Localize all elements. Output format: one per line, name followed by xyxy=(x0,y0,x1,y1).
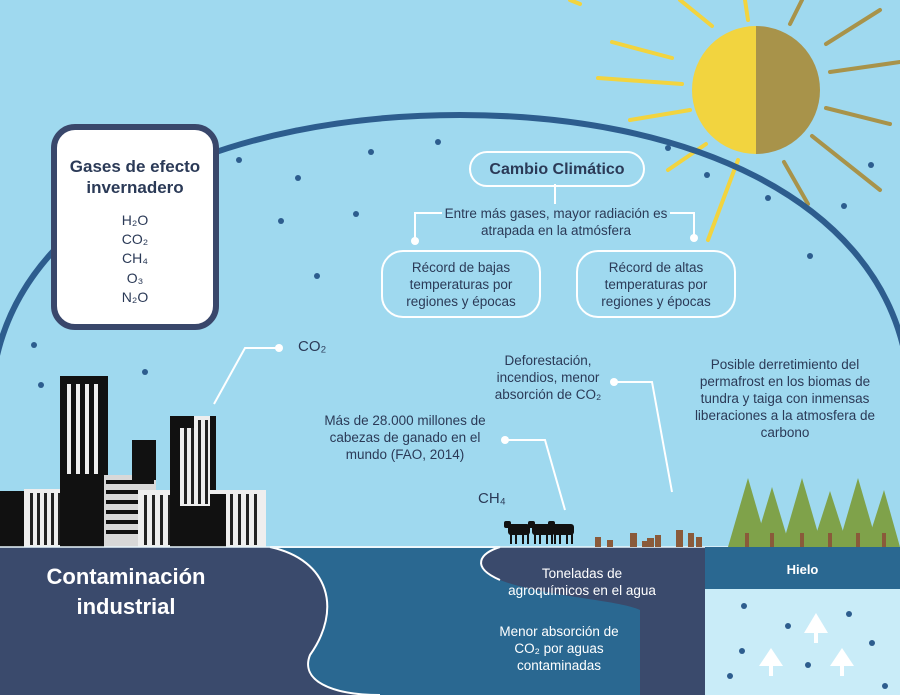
gases-title: Gases de efecto invernadero xyxy=(69,157,201,197)
tree-outline-icons xyxy=(759,613,854,676)
ice-header-band xyxy=(705,547,900,589)
high-temp-pill: Récord de altas temperaturas por regione… xyxy=(576,250,736,318)
polluted-water xyxy=(270,547,640,695)
tree-stumps xyxy=(595,530,702,547)
co2-label: CO₂ xyxy=(298,338,327,355)
gas-item: H₂O xyxy=(121,212,149,228)
gas-item: O₃ xyxy=(126,270,144,286)
low-temp-pill: Récord de bajas temperaturas por regione… xyxy=(381,250,541,318)
gas-item: N₂O xyxy=(121,289,149,305)
sun-icon xyxy=(568,0,900,242)
gas-item: CO₂ xyxy=(121,231,149,247)
absorption-label: Menor absorción de CO₂ por aguas contami… xyxy=(499,624,619,673)
forest-trees xyxy=(728,478,900,547)
permafrost-label: Posible derretimiento del permafrost en … xyxy=(694,357,876,440)
cambio-title-pill: Cambio Climático xyxy=(469,151,645,187)
ice-area xyxy=(705,589,900,695)
low-temp-text: Récord de bajas temperaturas por regione… xyxy=(406,259,516,309)
high-temp-text: Récord de altas temperaturas por regione… xyxy=(601,259,711,309)
industrial-title: Contaminación industrial xyxy=(46,564,206,619)
cambio-connectors xyxy=(414,184,695,241)
cambio-title: Cambio Climático xyxy=(489,160,625,178)
cattle-icon xyxy=(504,521,574,544)
deforestation-label: Deforestación, incendios, menor absorció… xyxy=(494,353,602,402)
ice-label: Hielo xyxy=(786,562,819,577)
gas-item: CH₄ xyxy=(122,250,148,266)
city-buildings xyxy=(0,376,266,547)
cattle-label: Más de 28.000 millones de cabezas de gan… xyxy=(324,413,486,462)
sky-dots xyxy=(31,139,874,388)
gases-panel: Gases de efecto invernadero H₂O CO₂ CH₄ … xyxy=(51,124,219,330)
agro-label: Toneladas de agroquímicos en el agua xyxy=(508,566,656,598)
cambio-subtitle: Entre más gases, mayor radiación es atra… xyxy=(444,206,668,238)
ch4-label: CH₄ xyxy=(478,490,506,507)
